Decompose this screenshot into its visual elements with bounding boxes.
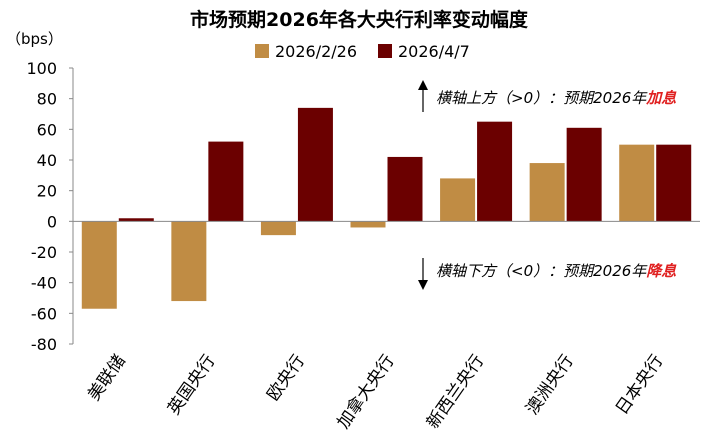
annotation-down: 横轴下方（<0）：预期2026年降息 bbox=[418, 258, 677, 290]
annotation-down-emphasis: 降息 bbox=[646, 262, 677, 280]
down-arrow-head-icon bbox=[418, 280, 428, 290]
category-label: 欧央行 bbox=[263, 351, 309, 404]
category-label: 新西兰央行 bbox=[423, 351, 488, 432]
y-tick-label: 40 bbox=[37, 151, 57, 170]
chart-title: 市场预期2026年各大央行利率变动幅度 bbox=[190, 8, 529, 31]
y-tick-label: 100 bbox=[26, 59, 57, 78]
annotation-up-prefix: 横轴上方（>0）：预期2026年 bbox=[436, 89, 648, 107]
bar-feb-1 bbox=[171, 221, 207, 302]
category-labels: 美联储 英国央行 欧央行 加拿大央行 新西兰央行 澳洲央行 日本央行 bbox=[84, 351, 667, 433]
legend-swatch-2026-2-26 bbox=[255, 44, 269, 58]
category-label: 加拿大央行 bbox=[333, 351, 399, 433]
y-axis-ticks: -80 -60 -40 -20 0 20 40 60 80 100 bbox=[26, 59, 73, 354]
legend: 2026/2/26 2026/4/7 bbox=[255, 42, 470, 61]
y-tick-label: 60 bbox=[37, 120, 57, 139]
bar-feb-0 bbox=[81, 221, 117, 309]
bar-feb-2 bbox=[260, 221, 296, 236]
bar-apr-3 bbox=[387, 156, 423, 222]
bar-apr-0 bbox=[118, 218, 154, 222]
annotation-up-text: 横轴上方（>0）：预期2026年加息 bbox=[436, 89, 677, 107]
annotation-up-emphasis: 加息 bbox=[645, 89, 677, 107]
y-tick-label: 0 bbox=[47, 212, 57, 231]
bar-apr-2 bbox=[297, 107, 333, 222]
category-label: 澳洲央行 bbox=[522, 351, 577, 418]
bar-feb-4 bbox=[440, 178, 476, 222]
bar-apr-1 bbox=[208, 141, 244, 222]
annotation-down-prefix: 横轴下方（<0）：预期2026年 bbox=[436, 262, 648, 280]
bar-apr-4 bbox=[477, 121, 513, 222]
legend-swatch-2026-4-7 bbox=[378, 44, 392, 58]
y-tick-label: -80 bbox=[31, 335, 57, 354]
axes-layer bbox=[72, 68, 700, 344]
y-tick-label: -60 bbox=[31, 304, 57, 323]
category-label: 英国央行 bbox=[164, 351, 219, 418]
bar-apr-6 bbox=[656, 144, 692, 222]
bars-layer bbox=[81, 107, 692, 309]
y-axis-unit-label: （bps） bbox=[6, 30, 63, 48]
y-tick-label: -40 bbox=[31, 274, 57, 293]
bar-apr-5 bbox=[566, 127, 602, 222]
y-tick-label: 20 bbox=[37, 182, 57, 201]
annotation-up: 横轴上方（>0）：预期2026年加息 bbox=[418, 80, 677, 112]
bar-feb-3 bbox=[350, 221, 386, 228]
annotation-down-text: 横轴下方（<0）：预期2026年降息 bbox=[436, 262, 677, 280]
bar-feb-6 bbox=[619, 144, 655, 222]
legend-label-2026-4-7: 2026/4/7 bbox=[398, 42, 470, 61]
bar-feb-5 bbox=[529, 163, 565, 222]
y-tick-label: -20 bbox=[31, 243, 57, 262]
category-label: 美联储 bbox=[84, 351, 130, 404]
y-tick-label: 80 bbox=[37, 90, 57, 109]
category-label: 日本央行 bbox=[612, 351, 667, 418]
up-arrow-head-icon bbox=[418, 80, 428, 90]
legend-label-2026-2-26: 2026/2/26 bbox=[275, 42, 357, 61]
